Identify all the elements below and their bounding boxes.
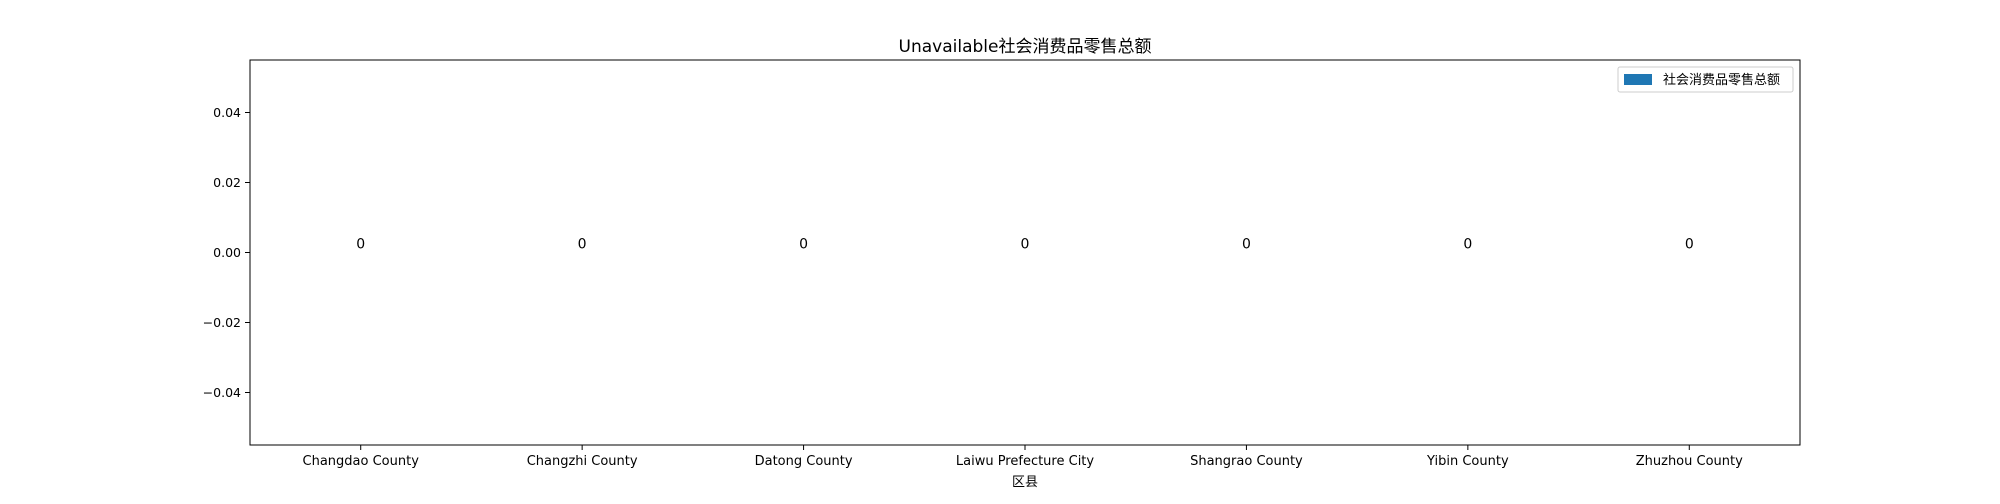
legend-box xyxy=(1617,66,1794,93)
legend[interactable]: 社会消费品零售总额 xyxy=(1617,66,1794,93)
bar-value-label: 0 xyxy=(1242,237,1251,253)
x-tick-label: Laiwu Prefecture City xyxy=(956,454,1095,469)
x-axis-label: 区县 xyxy=(1012,475,1038,490)
x-axis: Changdao County Changzhi County Datong Cou… xyxy=(303,445,1743,469)
y-tick-label: −0.02 xyxy=(203,315,241,330)
legend-swatch xyxy=(1624,74,1652,85)
y-tick-label: −0.04 xyxy=(203,385,241,400)
y-tick-label: 0.04 xyxy=(213,105,241,120)
bar-value-label: 0 xyxy=(799,237,808,253)
x-tick-label: Shangrao County xyxy=(1190,454,1303,469)
bar-value-label: 0 xyxy=(578,237,587,253)
bar-value-label: 0 xyxy=(356,237,365,253)
x-tick-label: Datong County xyxy=(755,454,853,469)
x-tick-label: Zhuzhou County xyxy=(1636,454,1743,469)
plot-area-frame xyxy=(249,59,1801,446)
y-axis: −0.04 −0.02 0.00 0.02 0.04 xyxy=(203,105,250,400)
data-labels: 0 0 0 0 0 0 0 xyxy=(356,237,1693,253)
bar-value-label: 0 xyxy=(1685,237,1694,253)
y-tick-label: 0.02 xyxy=(213,175,241,190)
x-tick-label: Yibin County xyxy=(1426,454,1509,469)
y-tick-label: 0.00 xyxy=(213,245,241,260)
x-tick-label: Changdao County xyxy=(303,454,420,469)
legend-label: 社会消费品零售总额 xyxy=(1663,72,1780,88)
bar-value-label: 0 xyxy=(1021,237,1030,253)
bar-value-label: 0 xyxy=(1463,237,1472,253)
chart-title: Unavailable社会消费品零售总额 xyxy=(899,37,1152,57)
x-tick-label: Changzhi County xyxy=(527,454,638,469)
